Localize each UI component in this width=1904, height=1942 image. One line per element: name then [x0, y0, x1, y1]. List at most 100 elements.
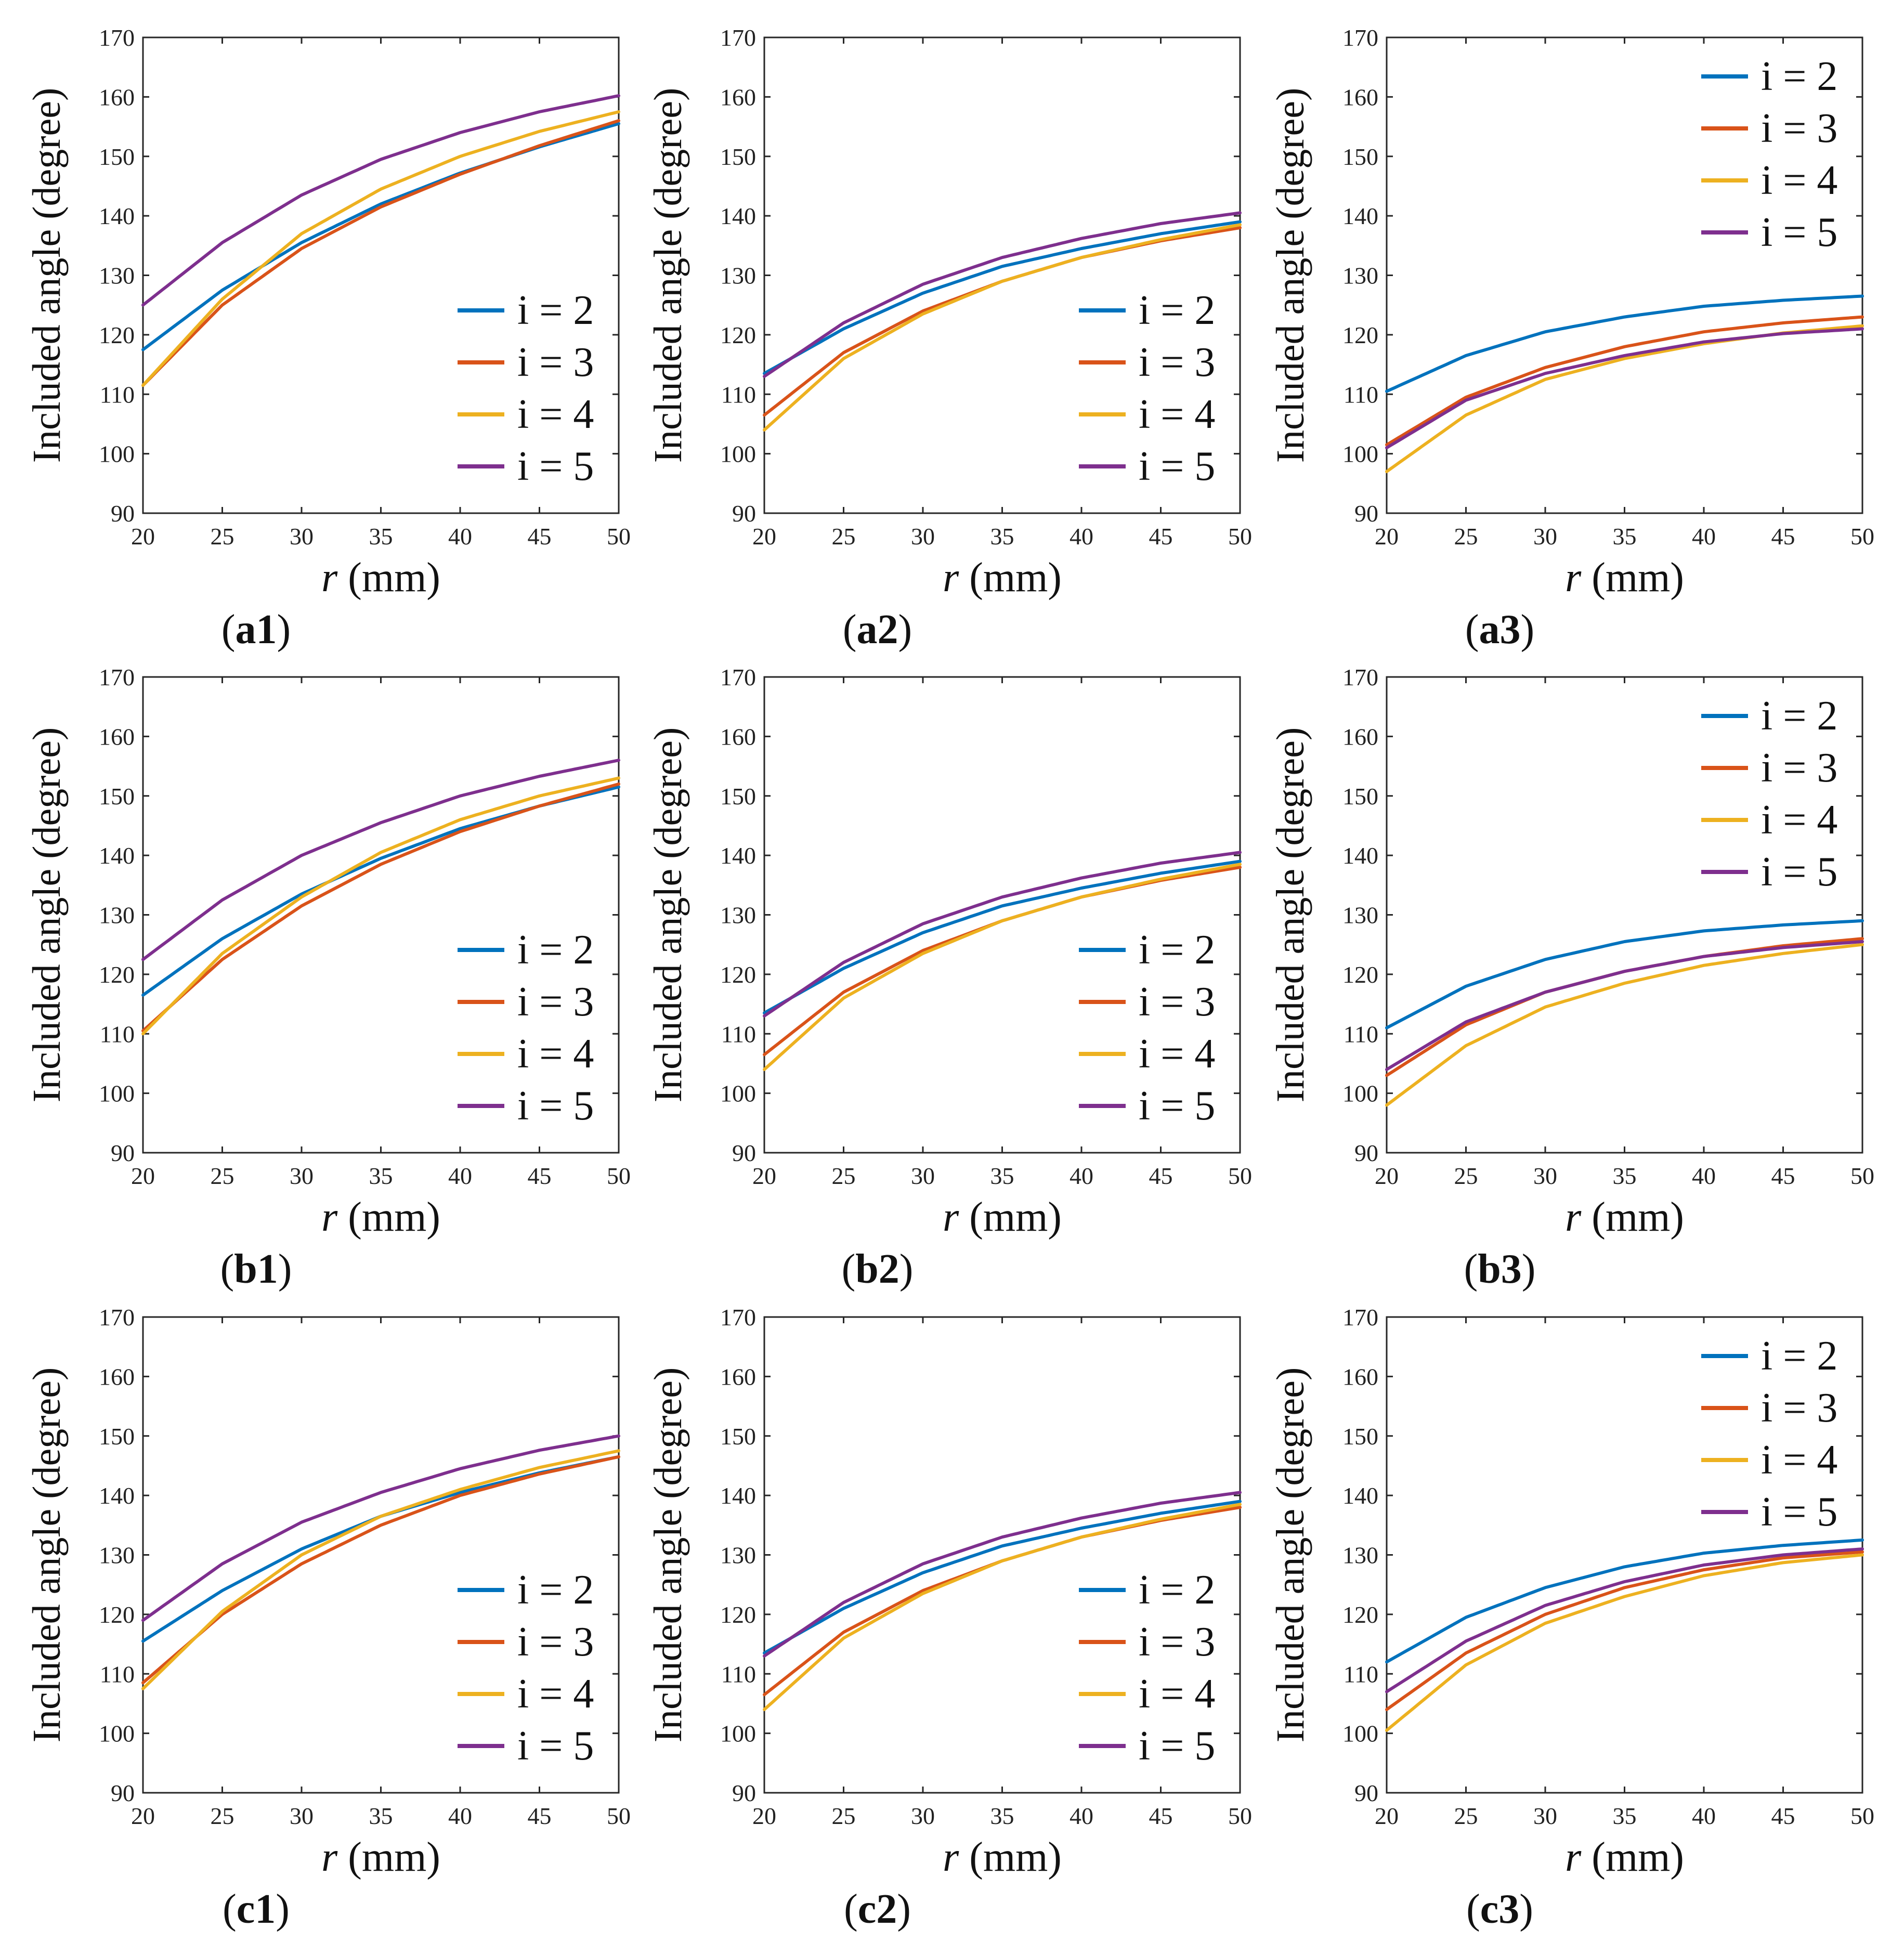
x-axis-variable: r	[321, 555, 338, 601]
y-tick-label: 170	[720, 664, 756, 690]
series-line-i4	[1385, 1553, 1864, 1732]
y-tick-label: 160	[1342, 723, 1378, 750]
legend-label-i5: i = 5	[517, 1723, 594, 1769]
y-tick-label: 120	[1342, 961, 1378, 988]
x-tick-label: 20	[1375, 1803, 1399, 1829]
panel-number: 2	[876, 1886, 897, 1932]
legend-label-i4: i = 4	[1761, 1437, 1837, 1483]
panel-letter: a	[236, 607, 256, 653]
chart-panel-c3: 20 25 30 35 40 45 50 90 100 110 120 130 140 150 160 170…	[1269, 1304, 1874, 1932]
x-tick-label: 40	[1070, 1163, 1093, 1189]
y-tick-label: 120	[1342, 1601, 1378, 1628]
chart-panel-c2: 20 25 30 35 40 45 50 90 100 110 120 130 140 150 160 170…	[646, 1304, 1252, 1932]
legend-label-i2: i = 2	[1761, 1333, 1837, 1379]
panel-number: 1	[256, 607, 277, 653]
x-axis-label: r (mm)	[1565, 1194, 1684, 1240]
y-tick-label: 150	[99, 783, 135, 810]
x-tick-label: 45	[1771, 1803, 1795, 1829]
panel-letter: c	[237, 1886, 255, 1932]
panel-number: 3	[1501, 1246, 1522, 1292]
x-tick-label: 30	[1533, 1163, 1557, 1189]
x-tick-label: 20	[752, 523, 776, 550]
x-tick-label: 20	[131, 1163, 155, 1189]
legend-label-i3: i = 3	[1761, 106, 1837, 151]
y-tick-label: 140	[1342, 1482, 1378, 1509]
plot-frame	[1386, 36, 1863, 514]
x-axis-label: r (mm)	[1565, 555, 1684, 601]
legend-label-i4: i = 4	[517, 1031, 594, 1077]
x-tick-label: 50	[607, 1163, 631, 1189]
panel-label: (b3)	[1464, 1246, 1536, 1292]
series-line-i5	[763, 1491, 1242, 1658]
x-tick-label: 40	[1692, 1163, 1716, 1189]
panel-number: 1	[255, 1886, 276, 1932]
series-line-i4	[763, 863, 1242, 1071]
y-tick-label: 170	[720, 1304, 756, 1331]
x-tick-label: 50	[607, 1803, 631, 1829]
x-tick-label: 30	[911, 523, 935, 550]
y-tick-label: 150	[720, 1423, 756, 1450]
y-tick-label: 150	[720, 144, 756, 170]
x-tick-label: 40	[1070, 1803, 1093, 1829]
y-tick-label: 160	[720, 84, 756, 110]
panel-letter: b	[234, 1246, 257, 1292]
series-line-i2	[1385, 294, 1864, 393]
y-tick-label: 150	[1342, 783, 1378, 810]
panel-label: (a2)	[843, 607, 912, 653]
y-tick-label: 160	[1342, 84, 1378, 110]
y-tick-label: 120	[1342, 322, 1378, 348]
x-tick-label: 50	[1850, 1803, 1874, 1829]
y-tick-label: 110	[100, 1661, 135, 1687]
chart-panel-c1: 20 25 30 35 40 45 50 90 100 110 120 130 140 150 160 170…	[25, 1304, 631, 1932]
series-line-i5	[1385, 1547, 1864, 1693]
x-tick-label: 45	[1771, 1163, 1795, 1189]
x-tick-label: 45	[1149, 1163, 1173, 1189]
y-tick-label: 130	[99, 902, 135, 929]
x-tick-label: 35	[369, 1163, 393, 1189]
x-tick-label: 35	[1613, 1803, 1637, 1829]
x-tick-label: 25	[832, 523, 856, 550]
x-tick-label: 35	[369, 523, 393, 550]
legend-label-i3: i = 3	[1139, 340, 1215, 385]
y-tick-label: 160	[1342, 1363, 1378, 1390]
legend-label-i4: i = 4	[1139, 1671, 1215, 1717]
y-tick-label: 150	[1342, 144, 1378, 170]
y-tick-label: 140	[99, 1482, 135, 1509]
x-tick-label: 35	[1613, 523, 1637, 550]
x-axis-label: r (mm)	[1565, 1834, 1684, 1880]
x-tick-label: 25	[211, 1163, 234, 1189]
x-tick-label: 45	[528, 1163, 552, 1189]
x-axis-unit: (mm)	[1592, 1194, 1684, 1240]
x-axis-unit: (mm)	[1592, 1834, 1684, 1880]
x-tick-label: 45	[1149, 1803, 1173, 1829]
y-tick-label: 170	[99, 24, 135, 51]
x-axis-variable: r	[1565, 1834, 1582, 1880]
x-axis-unit: (mm)	[969, 1834, 1062, 1880]
x-tick-label: 40	[1692, 523, 1716, 550]
y-tick-label: 90	[111, 1140, 135, 1166]
x-axis-unit: (mm)	[348, 1194, 440, 1240]
x-axis-variable: r	[943, 555, 959, 601]
legend-label-i2: i = 2	[1139, 288, 1215, 333]
x-tick-label: 25	[832, 1163, 856, 1189]
y-tick-label: 170	[720, 24, 756, 51]
x-axis-label: r (mm)	[943, 1194, 1062, 1240]
panel-letter: b	[1478, 1246, 1501, 1292]
x-tick-label: 20	[752, 1163, 776, 1189]
y-tick-label: 90	[111, 1780, 135, 1806]
series-line-i4	[141, 110, 620, 387]
x-axis-unit: (mm)	[348, 1834, 440, 1880]
x-tick-label: 40	[448, 523, 472, 550]
x-tick-label: 25	[1454, 523, 1478, 550]
y-tick-label: 120	[720, 1601, 756, 1628]
x-axis-variable: r	[943, 1834, 959, 1880]
y-axis-label: Included angle (degree)	[646, 88, 690, 463]
y-tick-label: 110	[721, 1661, 756, 1687]
y-tick-label: 100	[1342, 441, 1378, 467]
y-tick-label: 100	[99, 441, 135, 467]
y-tick-label: 120	[720, 322, 756, 348]
chart-panel-a2: 20 25 30 35 40 45 50 90 100 110 120 130 140 150 160 170…	[646, 24, 1252, 653]
series-line-i3	[141, 1455, 620, 1685]
x-tick-label: 50	[1228, 1163, 1252, 1189]
panel-label: (b2)	[842, 1246, 914, 1292]
